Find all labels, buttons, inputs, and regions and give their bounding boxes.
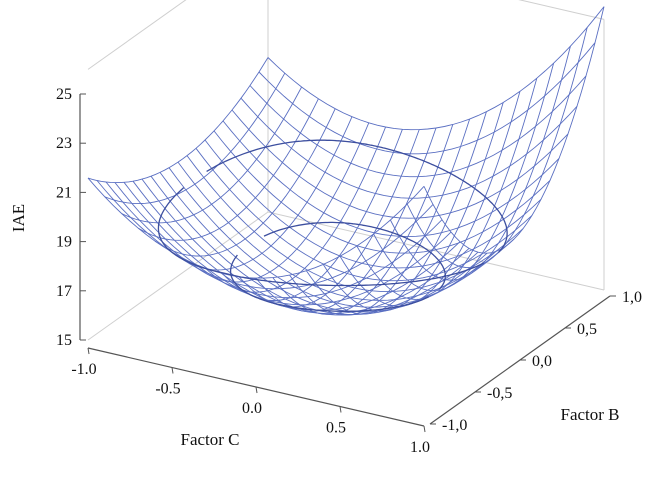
x-tick-label: -1.0 <box>71 361 96 378</box>
y-tick-label: -0,5 <box>487 385 512 402</box>
contour-line <box>206 139 508 253</box>
z-axis-title: IAE <box>9 204 28 232</box>
mesh-line-b <box>222 120 560 238</box>
back-box <box>87 0 605 341</box>
x-tick-mark <box>87 347 90 355</box>
axes <box>79 94 611 427</box>
x-tick-label: 0.0 <box>242 400 262 417</box>
z-tick-label: 15 <box>56 332 72 349</box>
mesh-line-b <box>258 42 596 155</box>
mesh-line-b <box>141 178 479 316</box>
mesh-line-b <box>114 182 452 306</box>
mesh-line-b <box>123 182 461 311</box>
mesh-line-b <box>204 139 542 269</box>
y-tick-label: 0,0 <box>532 353 552 370</box>
contour-line <box>263 221 446 290</box>
mesh-line-b <box>132 180 470 315</box>
contour-line <box>229 254 429 312</box>
z-tick-label: 23 <box>56 135 72 152</box>
mesh-line-b <box>87 177 425 279</box>
mesh-line-b <box>267 6 605 131</box>
y-axis-title: Factor B <box>560 405 619 424</box>
x-tick-mark <box>339 406 342 413</box>
x-tick-mark <box>255 386 258 394</box>
mesh-line-b <box>195 148 533 282</box>
box-top-back-edge <box>518 0 605 20</box>
mesh-line-b <box>177 161 515 301</box>
z-tick-label: 17 <box>56 283 72 300</box>
y-tick-label: -1,0 <box>442 417 467 434</box>
contour-line <box>157 187 484 287</box>
box-top-left-edge <box>87 0 187 70</box>
x-tick-mark <box>171 367 174 374</box>
x-tick-mark <box>423 425 426 433</box>
y-tick-label: 0,5 <box>577 321 597 338</box>
contour-lines <box>157 139 508 312</box>
x-tick-label: -0.5 <box>155 381 180 398</box>
mesh-line-b <box>240 97 578 199</box>
mesh-line-c <box>356 78 538 300</box>
x-tick-label: 0.5 <box>326 420 346 437</box>
tick-labels: 15 17 19 21 23 25 -1.0 -0.5 0.0 0.5 1.0 -1,0 -0,5 0,0… <box>56 86 642 456</box>
box-floor-back-edge <box>267 211 605 291</box>
mesh-line-b <box>168 167 506 308</box>
y-tick-label: 1,0 <box>622 289 642 306</box>
mesh-line-b <box>231 109 569 219</box>
mesh-line-c <box>406 27 588 269</box>
x-tick-label: 1.0 <box>410 439 430 456</box>
z-tick-label: 25 <box>56 86 72 103</box>
x-axis-title: Factor C <box>180 430 239 449</box>
mesh-line-b <box>213 130 551 254</box>
box-floor-left-edge <box>87 211 269 341</box>
mesh-line-b <box>249 75 587 178</box>
surface-mesh <box>87 6 605 316</box>
z-tick-label: 19 <box>56 234 72 251</box>
z-tick-label: 21 <box>56 184 72 201</box>
